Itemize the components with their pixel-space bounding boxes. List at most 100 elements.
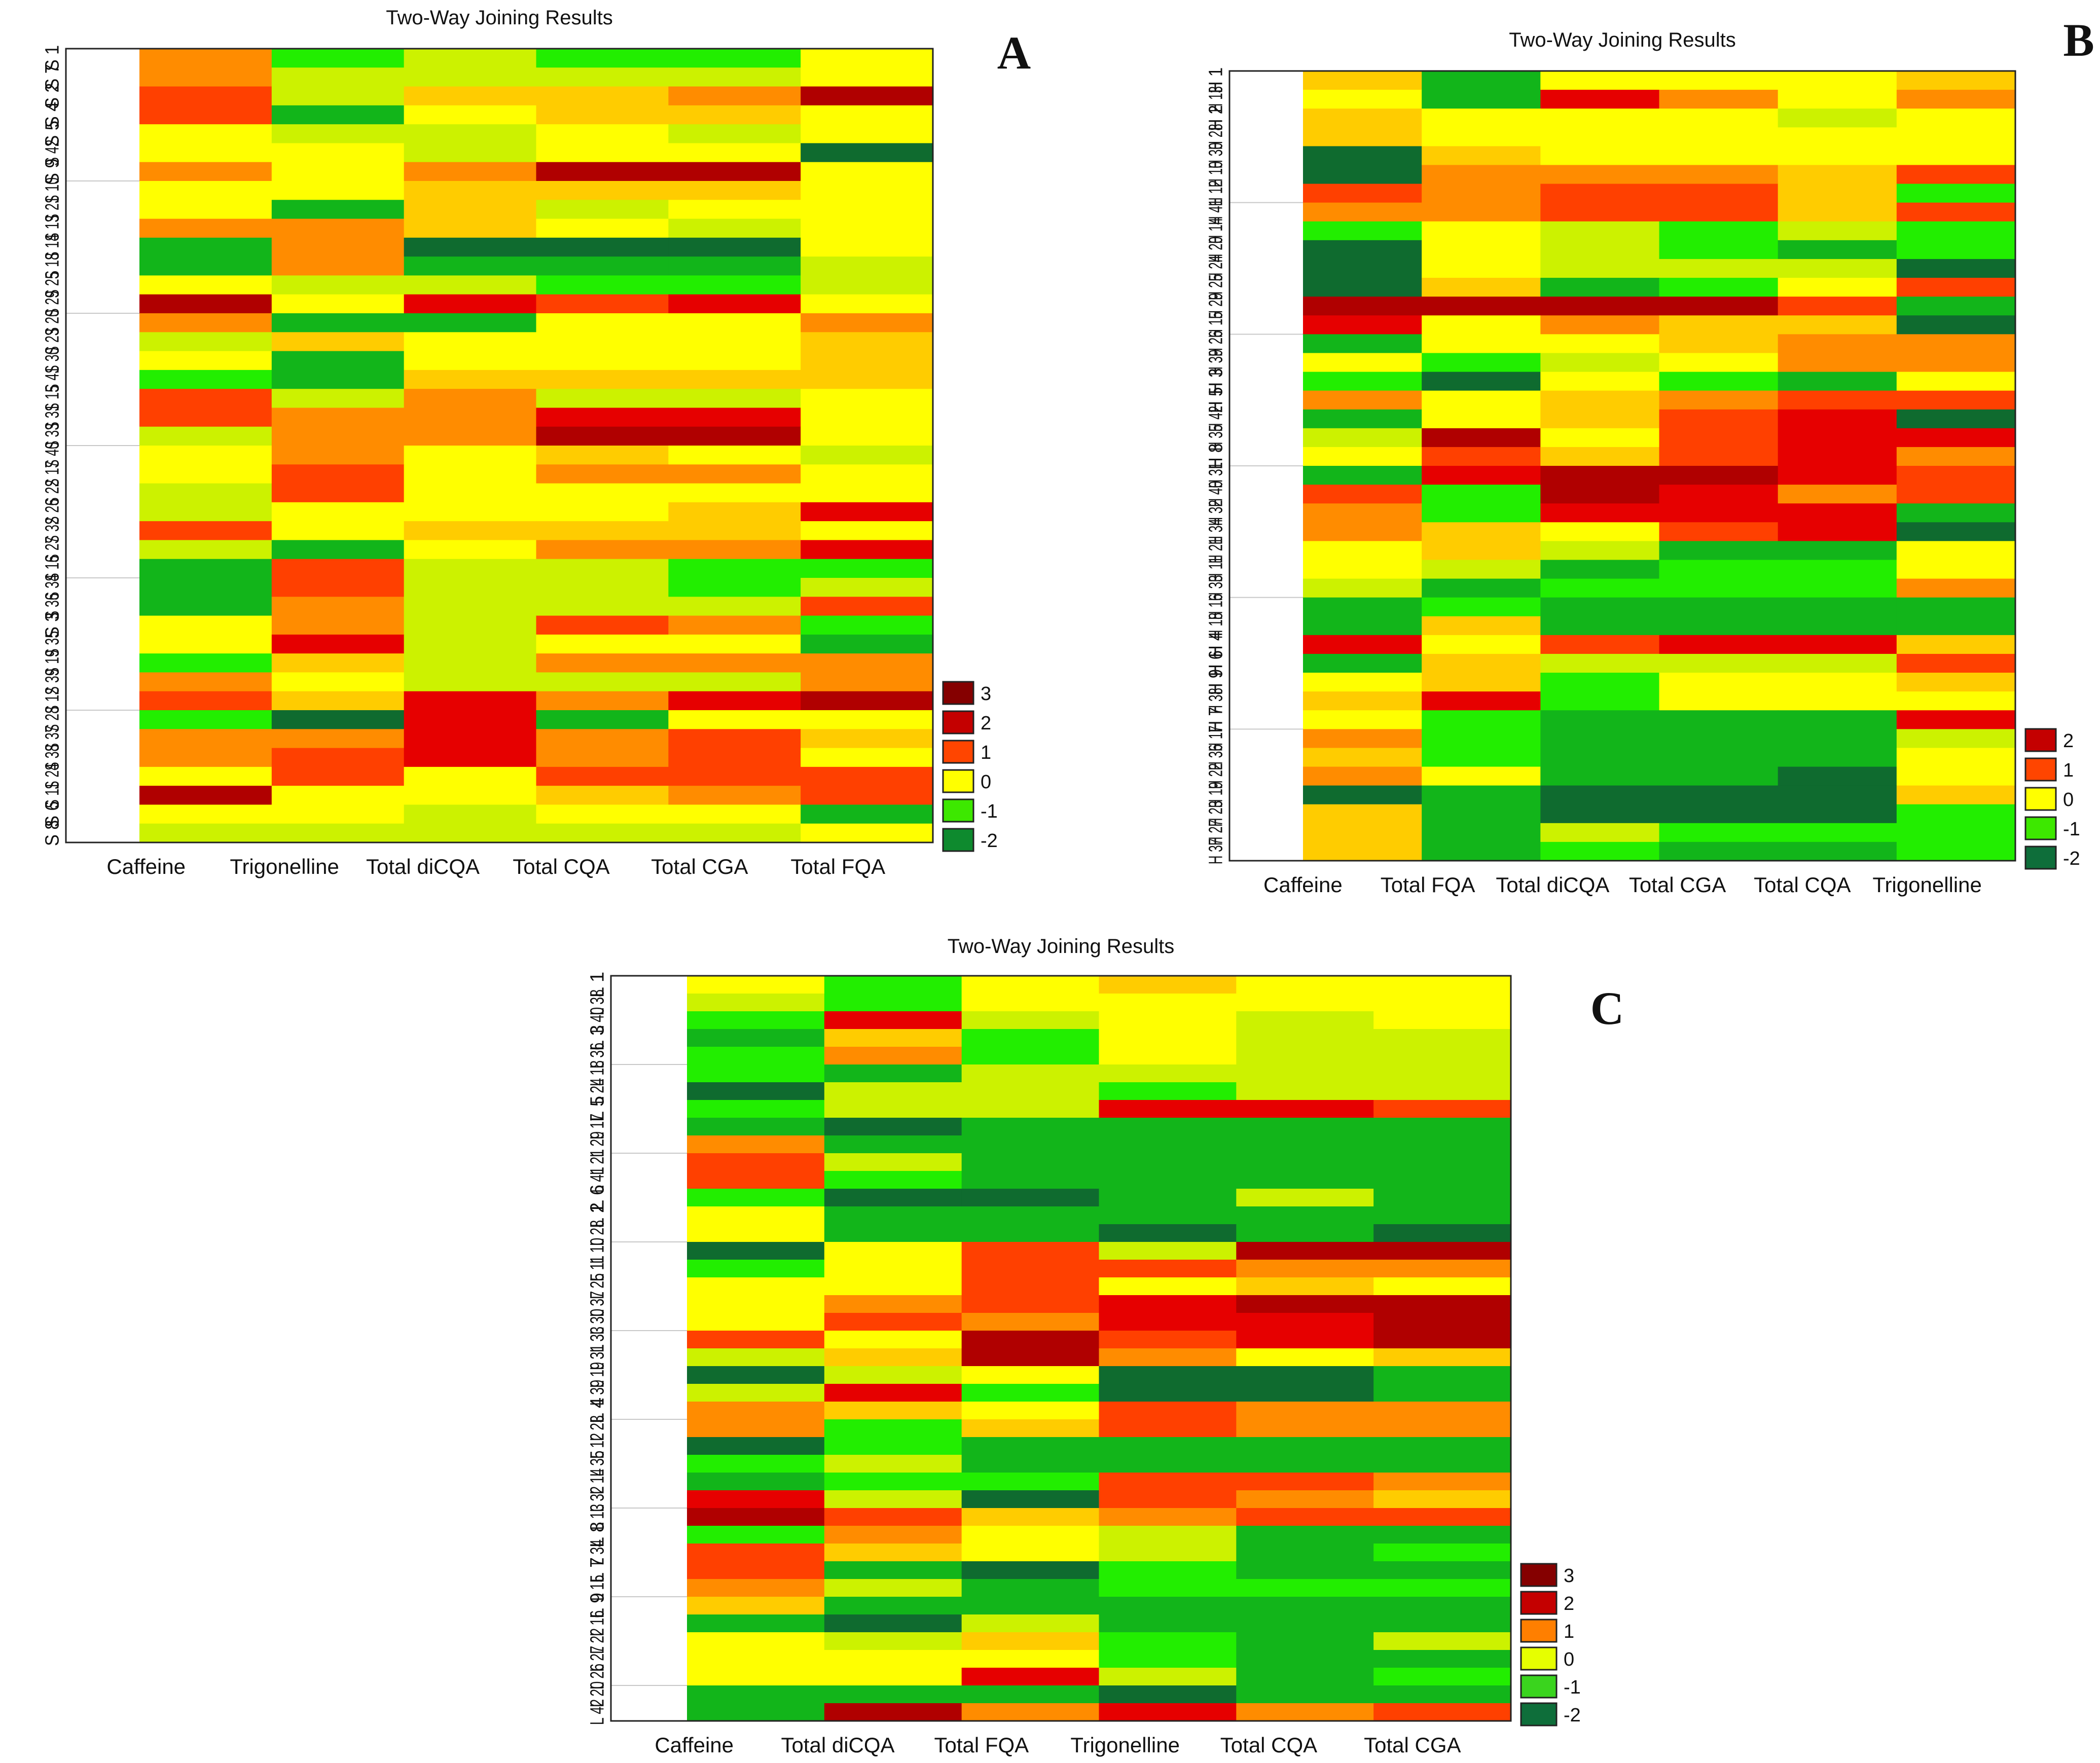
legend-label: -1 bbox=[1564, 1677, 1581, 1698]
heatmap-cell bbox=[824, 1668, 962, 1686]
heatmap-cell bbox=[1540, 653, 1660, 673]
heatmap-cell bbox=[139, 786, 272, 805]
heatmap-cell bbox=[1540, 804, 1660, 824]
heatmap-cell bbox=[536, 578, 669, 597]
row-label: S 7 bbox=[42, 64, 63, 90]
heatmap-cell bbox=[1303, 165, 1422, 185]
heatmap-cell bbox=[824, 1295, 962, 1313]
heatmap-cell bbox=[824, 1384, 962, 1402]
heatmap-cell bbox=[1540, 729, 1660, 749]
heatmap-cell bbox=[801, 804, 933, 824]
row-label: S 14 bbox=[42, 234, 63, 260]
row-label: L 34 bbox=[587, 1539, 608, 1565]
row-label: H 23 bbox=[1205, 801, 1226, 827]
heatmap-cell bbox=[1236, 1473, 1374, 1491]
heatmap-cell bbox=[687, 976, 825, 994]
heatmap-cell bbox=[961, 1668, 1100, 1686]
row-label: S 19 bbox=[42, 650, 63, 676]
heatmap-cell bbox=[801, 446, 933, 465]
heatmap-cell bbox=[1896, 90, 2016, 109]
heatmap-cell bbox=[536, 766, 669, 786]
heatmap-cell bbox=[271, 615, 405, 635]
chart-title: Two-Way Joining Results bbox=[1509, 29, 1736, 51]
legend-label: 3 bbox=[981, 683, 991, 705]
heatmap-cell bbox=[668, 256, 801, 276]
heatmap-cell bbox=[1303, 259, 1422, 278]
row-label: H 1 bbox=[1205, 67, 1226, 93]
heatmap-cell bbox=[139, 653, 272, 673]
heatmap-cell bbox=[1540, 108, 1660, 128]
heatmap-cell bbox=[1896, 108, 2016, 128]
heatmap-cell bbox=[1540, 578, 1660, 598]
legend-label: 2 bbox=[981, 713, 991, 734]
row-label: H 13 bbox=[1205, 86, 1226, 112]
heatmap-cell bbox=[1540, 597, 1660, 617]
heatmap-cell bbox=[1659, 390, 1779, 410]
heatmap-cell bbox=[1540, 90, 1660, 109]
heatmap-cell bbox=[824, 1313, 962, 1331]
heatmap-cell bbox=[824, 1189, 962, 1207]
heatmap-cell bbox=[961, 1331, 1100, 1349]
row-label: L 8 bbox=[587, 1522, 608, 1548]
heatmap-cell bbox=[536, 615, 669, 635]
legend-swatch bbox=[1520, 1563, 1558, 1587]
heatmap-cell bbox=[271, 351, 405, 371]
heatmap-cell bbox=[1896, 823, 2016, 842]
heatmap-cell bbox=[1540, 691, 1660, 711]
heatmap-cell bbox=[824, 976, 962, 994]
heatmap-cell bbox=[801, 351, 933, 371]
heatmap-cell bbox=[1778, 691, 1897, 711]
heatmap-cell bbox=[1236, 1366, 1374, 1384]
heatmap-cell bbox=[1778, 165, 1897, 185]
heatmap-cell bbox=[1659, 334, 1779, 354]
heatmap-cell bbox=[1373, 1295, 1511, 1313]
heatmap-cell bbox=[687, 1348, 825, 1367]
heatmap-cell bbox=[536, 351, 669, 371]
heatmap-cell bbox=[668, 49, 801, 68]
heatmap-cell bbox=[536, 634, 669, 654]
legend-swatch bbox=[1520, 1702, 1558, 1727]
heatmap-cell bbox=[1099, 1473, 1237, 1491]
heatmap-cell bbox=[801, 67, 933, 87]
heatmap-cell bbox=[139, 200, 272, 219]
heatmap-cell bbox=[668, 823, 801, 843]
heatmap-cell bbox=[824, 1685, 962, 1704]
heatmap-cell bbox=[1778, 278, 1897, 297]
heatmap-cell bbox=[1099, 1561, 1237, 1580]
heatmap-cell bbox=[1778, 71, 1897, 90]
row-label: H 31 bbox=[1205, 462, 1226, 488]
heatmap-cell bbox=[668, 653, 801, 673]
legend-label: -1 bbox=[981, 801, 998, 822]
heatmap-cell bbox=[687, 1668, 825, 1686]
row-label: S 17 bbox=[42, 461, 63, 487]
chart-title: Two-Way Joining Results bbox=[948, 935, 1175, 958]
heatmap-cell bbox=[404, 729, 537, 749]
heatmap-cell bbox=[1778, 240, 1897, 260]
row-label: H 38 bbox=[1205, 688, 1226, 714]
heatmap-cell bbox=[404, 540, 537, 560]
heatmap-cell bbox=[1099, 1650, 1237, 1668]
heatmap-cell bbox=[1778, 297, 1897, 316]
heatmap-cell bbox=[271, 86, 405, 106]
heatmap-cell bbox=[1659, 202, 1779, 222]
heatmap-cell bbox=[961, 1384, 1100, 1402]
row-label: L 26 bbox=[587, 1664, 608, 1689]
heatmap-cell bbox=[1540, 485, 1660, 504]
heatmap-cell bbox=[1778, 635, 1897, 654]
heatmap-cell bbox=[1896, 390, 2016, 410]
heatmap-cell bbox=[1540, 315, 1660, 335]
heatmap-cell bbox=[404, 162, 537, 181]
heatmap-cell bbox=[1099, 1100, 1237, 1118]
heatmap-cell bbox=[961, 1100, 1100, 1118]
heatmap-cell bbox=[1422, 597, 1541, 617]
row-label: S 9 bbox=[42, 159, 63, 185]
row-label: H 20 bbox=[1205, 237, 1226, 263]
heatmap-cell bbox=[1303, 90, 1422, 109]
heatmap-cell bbox=[271, 540, 405, 560]
heatmap-cell bbox=[536, 143, 669, 163]
legend-swatch bbox=[2024, 816, 2057, 840]
heatmap-cell bbox=[536, 710, 669, 729]
heatmap-cell bbox=[271, 181, 405, 200]
row-label: H 7 bbox=[1205, 707, 1226, 732]
heatmap-cell bbox=[1236, 1029, 1374, 1047]
